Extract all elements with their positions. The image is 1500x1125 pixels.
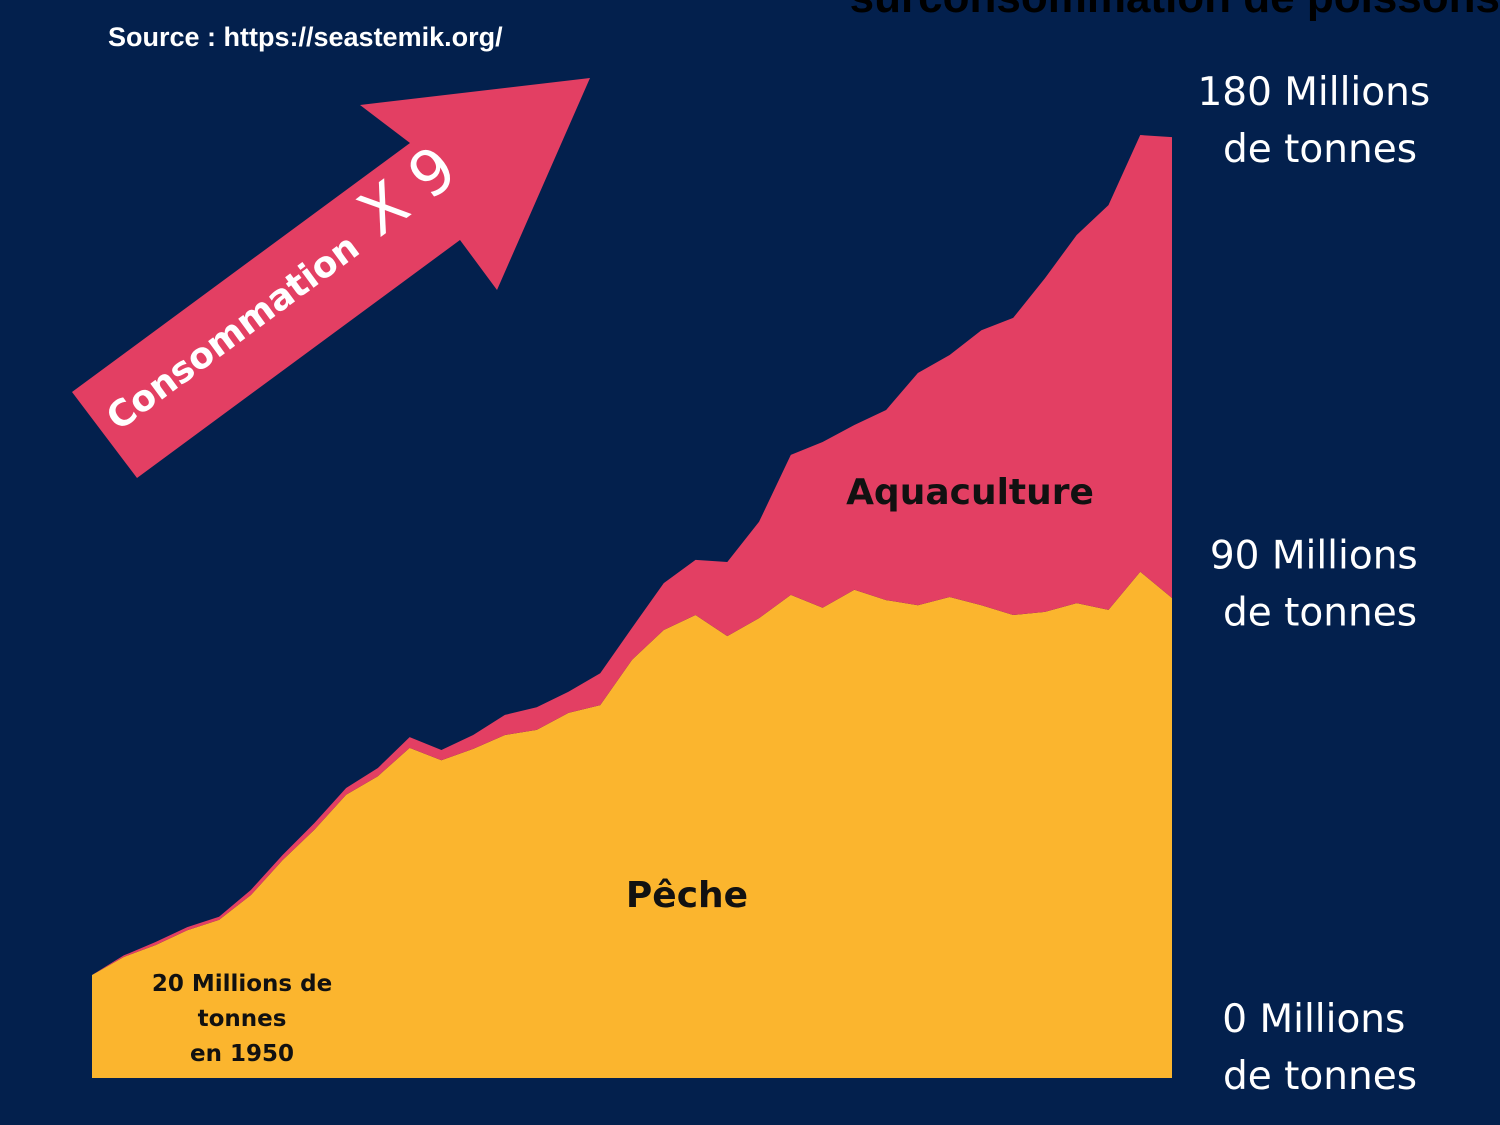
series-label: Aquaculture: [846, 472, 1094, 513]
annotation: tonnes: [198, 1006, 287, 1032]
y-tick-label: 180 Millions de tonnes: [1197, 70, 1442, 172]
arrow: [72, 78, 590, 478]
y-tick-label: 0 Millions de tonnes: [1222, 997, 1418, 1099]
area: [92, 571, 1172, 1078]
source: Source : https://seastemik.org/: [108, 22, 503, 52]
title: surconsommation de poissons: [850, 0, 1500, 22]
area: [92, 135, 1172, 975]
y-tick-label: 90 Millions de tonnes: [1210, 534, 1430, 636]
annotation: 20 Millions de: [152, 971, 332, 997]
annotation: en 1950: [190, 1041, 294, 1067]
plot: Pêche Aquaculture 20 Millions de tonnes en 1…: [92, 70, 1443, 1099]
series-label: Pêche: [626, 875, 748, 916]
